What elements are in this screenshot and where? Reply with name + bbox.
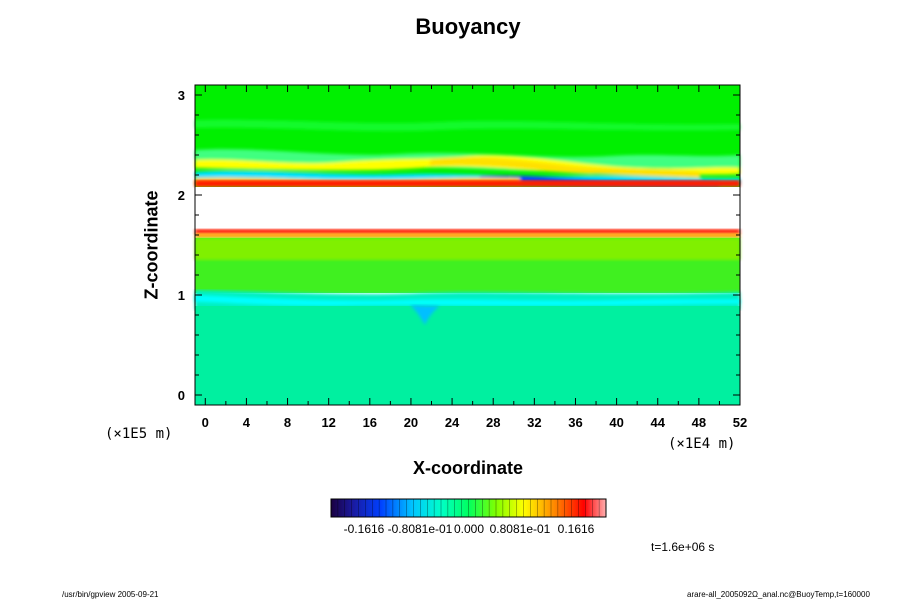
lower-red-edge [195, 229, 740, 234]
colorbar-label: -0.1616 [344, 522, 385, 536]
buoyancy-field [195, 85, 740, 405]
colorbar-label: 0.000 [454, 522, 484, 536]
x-tick-label: 4 [243, 415, 251, 430]
colorbar-ticks [337, 499, 600, 517]
colorbar-label: -0.8081e-01 [388, 522, 453, 536]
upper-red-edge [195, 180, 740, 187]
y-scale-note: (×1E5 m) [105, 426, 173, 442]
y-axis: 0 1 2 3 [178, 88, 740, 403]
x-axis-label: X-coordinate [412, 458, 524, 478]
x-axis: 0 4 8 12 16 20 24 28 32 36 40 44 48 52 [202, 85, 747, 430]
lower-field [195, 306, 740, 405]
footer-left: /usr/bin/gpview 2005-09-21 [62, 590, 159, 599]
x-tick-label: 32 [527, 415, 541, 430]
colorbar-label: 0.8081e-01 [490, 522, 551, 536]
x-tick-label: 36 [568, 415, 582, 430]
x-tick-label: 20 [404, 415, 418, 430]
x-tick-label: 8 [284, 415, 291, 430]
colorbar-label: 0.1616 [558, 522, 595, 536]
y-tick-label: 2 [178, 188, 185, 203]
footer-right: arare-all_2005092Ω_anal.nc@BuoyTemp,t=16… [687, 590, 870, 599]
cyan-line [195, 295, 740, 306]
lower-orange-edge [195, 233, 740, 238]
x-tick-label: 28 [486, 415, 500, 430]
plume [410, 305, 440, 325]
y-axis-label: Z-coordinate [141, 190, 162, 300]
x-tick-label: 24 [445, 415, 460, 430]
mid-field-upper [195, 238, 740, 260]
time-annotation: t=1.6e+06 s [651, 540, 715, 554]
x-tick-label: 48 [692, 415, 706, 430]
y-tick-label: 1 [178, 288, 185, 303]
y-tick-label: 0 [178, 388, 185, 403]
x-tick-label: 44 [651, 415, 666, 430]
y-tick-label: 3 [178, 88, 185, 103]
x-tick-label: 0 [202, 415, 209, 430]
x-scale-note: (×1E4 m) [668, 436, 736, 452]
x-tick-label: 16 [363, 415, 377, 430]
chart-title: Buoyancy [415, 14, 521, 39]
plot-frame [194, 84, 741, 406]
blank-band [195, 187, 740, 229]
x-tick-label: 12 [321, 415, 335, 430]
x-tick-label: 40 [609, 415, 623, 430]
colorbar-labels: -0.1616 -0.8081e-01 0.000 0.8081e-01 0.1616 [344, 522, 595, 536]
x-tick-label: 52 [733, 415, 747, 430]
